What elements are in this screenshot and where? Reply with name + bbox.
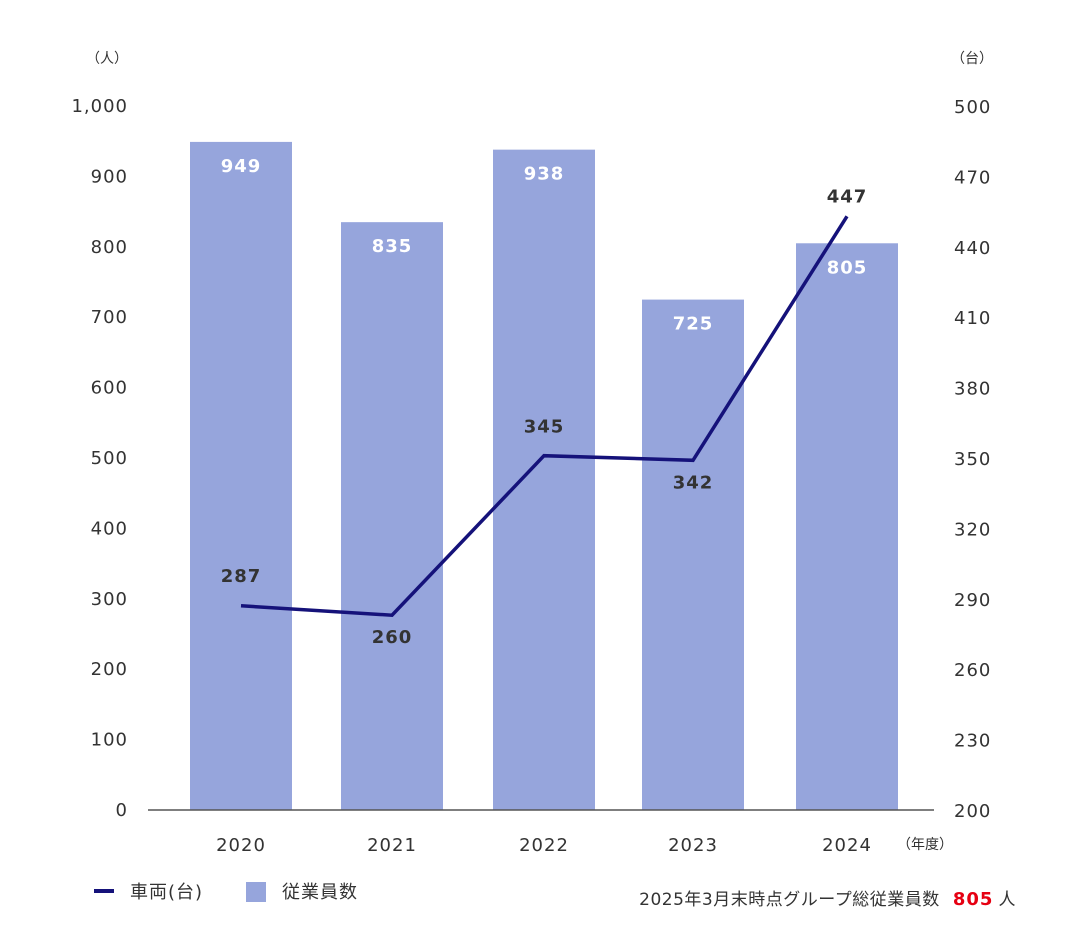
bar-value-label: 725 (673, 314, 714, 335)
left-tick-label: 900 (91, 166, 128, 187)
note-prefix: 2025年3月末時点グループ総従業員数 (639, 890, 940, 910)
right-tick-label: 260 (954, 660, 991, 681)
left-tick-label: 1,000 (71, 96, 128, 117)
right-tick-label: 230 (954, 731, 991, 752)
note-value: 805 (953, 889, 994, 910)
x-tick-label: 2024 (822, 835, 872, 856)
right-axis-ticks: 200 230 260 290 320 350 380 410 440 470 500 (954, 97, 991, 822)
right-tick-label: 350 (954, 449, 991, 470)
bar-value-label: 949 (221, 156, 262, 177)
x-axis-ticks: 2020 2021 2022 2023 2024 (216, 835, 872, 856)
line-value-label: 287 (221, 566, 262, 587)
employee-total-note: 2025年3月末時点グループ総従業員数 805 人 (639, 889, 1016, 910)
x-tick-label: 2020 (216, 835, 266, 856)
right-tick-label: 380 (954, 379, 991, 400)
bar-2024 (796, 243, 898, 810)
bar-2020 (190, 142, 292, 810)
line-value-label: 447 (827, 186, 868, 207)
left-tick-label: 0 (116, 800, 128, 821)
left-tick-label: 800 (91, 237, 128, 258)
bar-value-label: 938 (524, 164, 565, 185)
right-axis-unit: （台） (951, 51, 993, 67)
right-tick-label: 200 (954, 801, 991, 822)
left-tick-label: 400 (91, 518, 128, 539)
line-value-label: 342 (673, 472, 714, 493)
line-value-label: 260 (372, 627, 413, 648)
legend-bar-marker (246, 882, 266, 902)
right-tick-label: 440 (954, 238, 991, 259)
legend-line-label: 車両(台) (130, 882, 203, 903)
x-tick-label: 2021 (367, 835, 417, 856)
right-tick-label: 410 (954, 308, 991, 329)
bar-series: 949 835 938 725 805 (190, 142, 898, 810)
bar-2022 (493, 150, 595, 810)
bar-value-label: 805 (827, 257, 868, 278)
x-tick-label: 2023 (668, 835, 718, 856)
x-tick-label: 2022 (519, 835, 569, 856)
left-tick-label: 100 (91, 730, 128, 751)
x-axis-unit: （年度） (897, 837, 953, 853)
left-axis-unit: （人） (86, 51, 128, 67)
left-tick-label: 300 (91, 589, 128, 610)
right-tick-label: 290 (954, 590, 991, 611)
left-tick-label: 200 (91, 659, 128, 680)
bar-value-label: 835 (372, 236, 413, 257)
right-tick-label: 320 (954, 519, 991, 540)
left-tick-label: 600 (91, 378, 128, 399)
left-axis-ticks: 0 100 200 300 400 500 600 700 800 900 1,000 (71, 96, 128, 821)
note-suffix: 人 (999, 890, 1017, 910)
line-value-label: 345 (524, 417, 565, 438)
bar-2021 (341, 222, 443, 810)
legend-bar-label: 従業員数 (282, 882, 358, 903)
bar-2023 (642, 300, 744, 810)
left-tick-label: 700 (91, 307, 128, 328)
left-tick-label: 500 (91, 448, 128, 469)
legend: 車両(台) 従業員数 (94, 882, 358, 903)
right-tick-label: 500 (954, 97, 991, 118)
right-tick-label: 470 (954, 167, 991, 188)
